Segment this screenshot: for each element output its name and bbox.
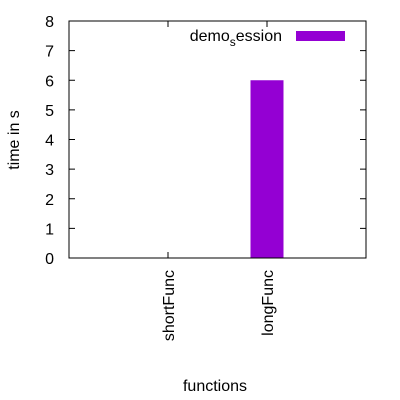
bar-longFunc (251, 80, 284, 258)
y-tick-label: 5 (45, 103, 54, 120)
x-tick-label: shortFunc (161, 270, 178, 341)
y-tick-label: 4 (45, 133, 54, 150)
legend-label-main: demo (190, 28, 230, 45)
y-tick-label: 0 (45, 251, 54, 268)
bar-series (251, 80, 284, 258)
y-axis-label: time in s (6, 110, 23, 170)
y-tick-label: 3 (45, 162, 54, 179)
x-tick-label: longFunc (260, 270, 277, 336)
x-axis-label: functions (183, 378, 247, 395)
y-tick-label: 7 (45, 44, 54, 61)
y-tick-label: 2 (45, 192, 54, 209)
legend-swatch (296, 31, 345, 41)
legend-label-rest: ession (236, 28, 282, 45)
y-tick-label: 6 (45, 73, 54, 90)
y-tick-label: 8 (45, 14, 54, 31)
y-tick-label: 1 (45, 221, 54, 238)
